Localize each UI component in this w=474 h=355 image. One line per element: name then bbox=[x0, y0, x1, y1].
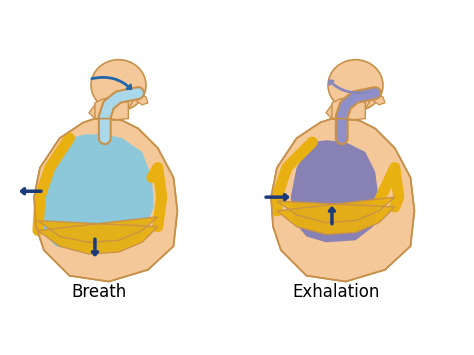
Polygon shape bbox=[371, 91, 385, 105]
Polygon shape bbox=[89, 99, 134, 119]
Polygon shape bbox=[277, 197, 395, 234]
Polygon shape bbox=[34, 119, 177, 282]
Text: Breath: Breath bbox=[71, 283, 127, 301]
Polygon shape bbox=[38, 217, 158, 254]
Polygon shape bbox=[291, 140, 379, 242]
Polygon shape bbox=[332, 97, 365, 121]
Polygon shape bbox=[38, 134, 154, 252]
Polygon shape bbox=[326, 99, 371, 119]
Polygon shape bbox=[271, 119, 414, 282]
Ellipse shape bbox=[328, 60, 383, 111]
Polygon shape bbox=[134, 91, 148, 105]
Text: Exhalation: Exhalation bbox=[292, 283, 380, 301]
Ellipse shape bbox=[91, 60, 146, 111]
Polygon shape bbox=[95, 97, 128, 121]
